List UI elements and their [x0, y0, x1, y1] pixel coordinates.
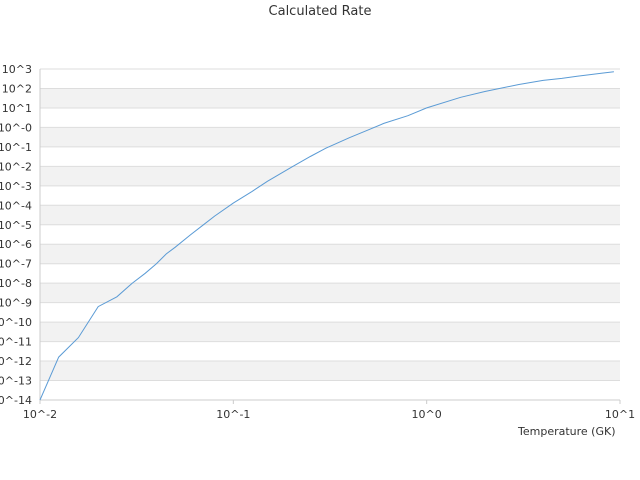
x-tick-label: 10^-1	[216, 408, 250, 421]
x-axis-ticks: 10^-2 10^-1 10^0 10^1	[23, 400, 635, 421]
x-axis-label: Temperature (GK)	[518, 425, 616, 438]
grid-band	[40, 283, 620, 303]
y-tick-label: 10^-9	[0, 297, 32, 310]
x-tick-label: 10^1	[605, 408, 635, 421]
y-tick-label: 10^-1	[0, 141, 32, 154]
series-line	[39, 71, 614, 401]
y-axis-ticks: 10^-14 10^-13 10^-12 10^-11 10^-10 10^-9 10^-8…	[0, 63, 32, 407]
plot-lines	[39, 71, 614, 401]
y-tick-label: 10^-4	[0, 199, 32, 212]
y-tick-label: 10^-7	[0, 258, 32, 271]
y-tick-label: 10^-6	[0, 238, 32, 251]
grid-band	[40, 244, 620, 264]
y-tick-label: 10^-13	[0, 375, 32, 388]
grid-band	[40, 361, 620, 381]
y-tick-label: 10^-2	[0, 160, 32, 173]
y-tick-label: 10^1	[2, 102, 32, 115]
grid-band	[40, 127, 620, 147]
y-tick-label: 10^-12	[0, 355, 32, 368]
y-tick-label: 10^-10	[0, 316, 32, 329]
y-tick-label: 10^-0	[0, 121, 32, 134]
grid-bands	[40, 88, 620, 381]
y-tick-label: 10^-11	[0, 336, 32, 349]
x-tick-label: 10^0	[412, 408, 442, 421]
y-tick-label: 10^-5	[0, 219, 32, 232]
y-tick-label: 10^-14	[0, 394, 32, 407]
y-tick-label: 10^3	[2, 63, 32, 76]
y-tick-label: 10^-3	[0, 180, 32, 193]
y-tick-label: 10^2	[2, 82, 32, 95]
grid-band	[40, 88, 620, 108]
grid-band	[40, 322, 620, 342]
grid-band	[40, 166, 620, 186]
grid-lines	[39, 68, 620, 401]
x-tick-label: 10^-2	[23, 408, 57, 421]
chart-title: Calculated Rate	[268, 4, 372, 19]
grid-band	[40, 205, 620, 225]
y-tick-label: 10^-8	[0, 277, 32, 290]
